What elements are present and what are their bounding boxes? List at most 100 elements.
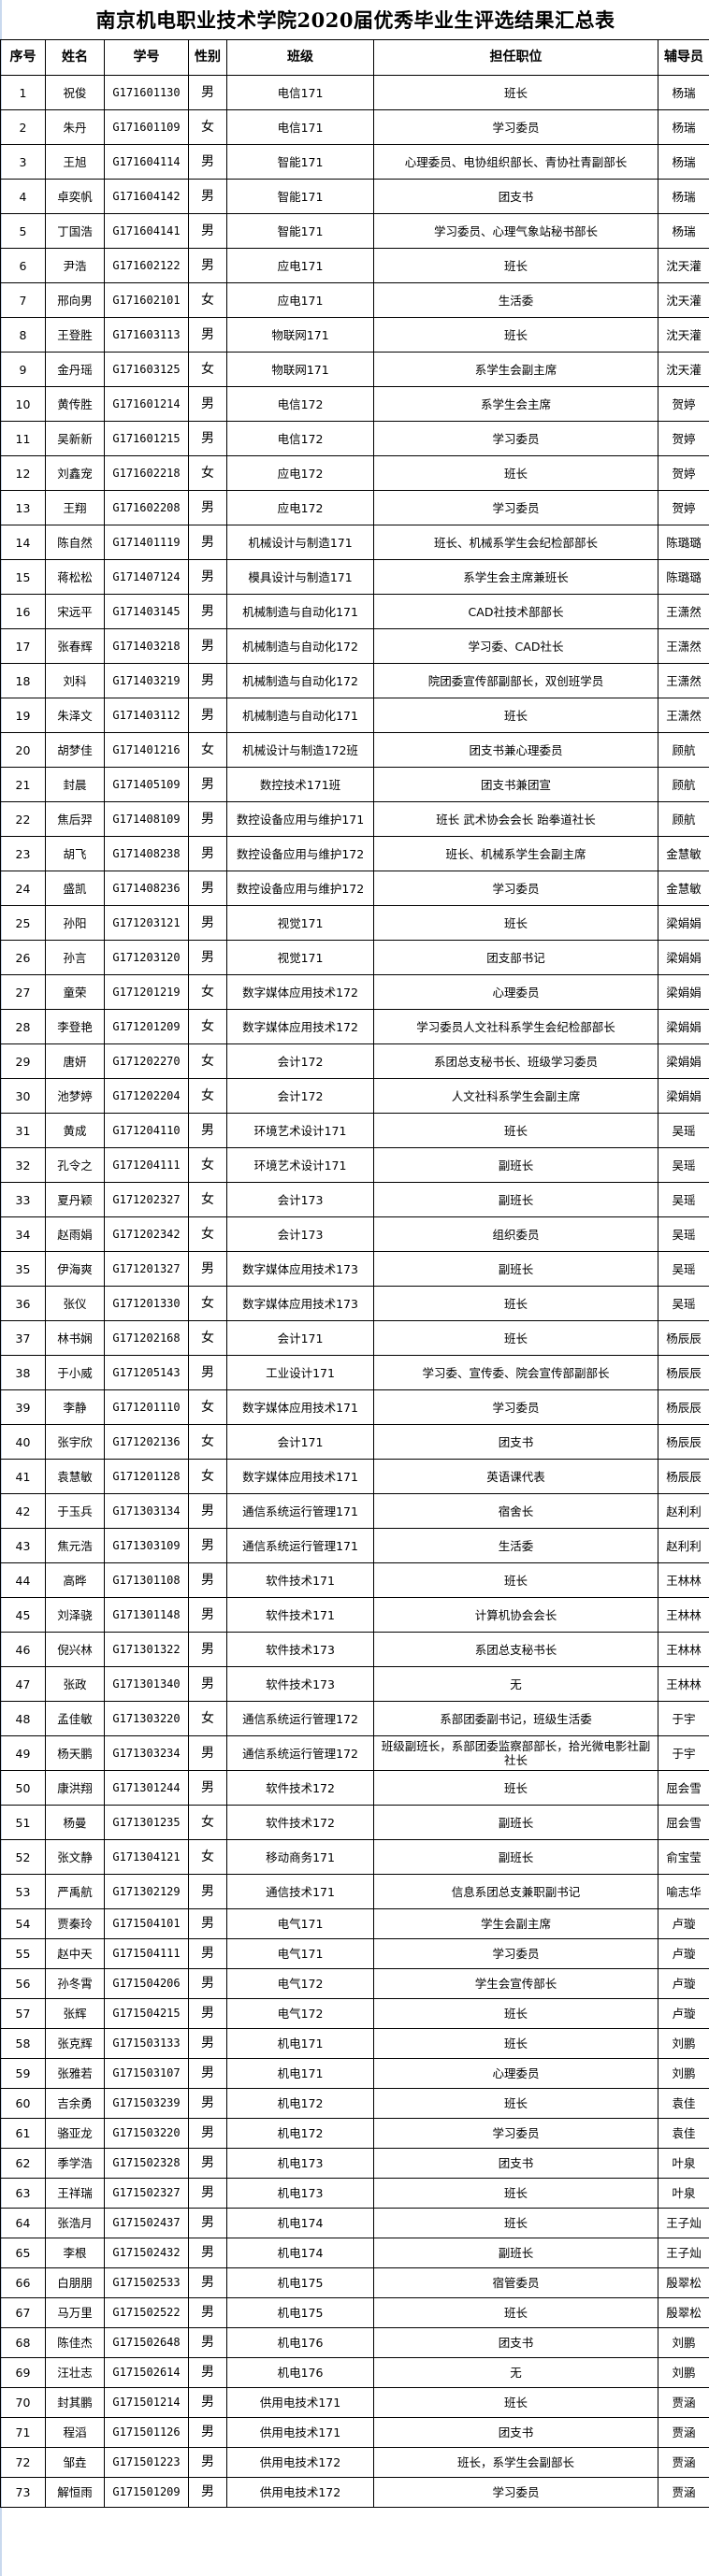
cell-gender: 女 (188, 1009, 227, 1044)
table-row: 41 袁慧敏 G171201128 女数字媒体应用技术171 英语课代表 杨辰辰 (0, 1459, 709, 1494)
table-row: 42 于玉兵 G171303134 男通信系统运行管理171 宿舍长 赵利利 (0, 1493, 709, 1529)
cell-counselor: 叶泉 (658, 2178, 709, 2209)
cell-student-id: G171303109 (104, 1528, 189, 1563)
table-row: 51 杨曼 G171301235 女软件技术172 副班长 屈会雪 (0, 1805, 709, 1840)
cell-gender: 男 (188, 1113, 227, 1148)
cell-gender: 女 (188, 1147, 227, 1183)
cell-class: 机电172 (226, 2088, 374, 2119)
cell-class: 环境艺术设计171 (226, 1147, 374, 1183)
cell-counselor: 顾航 (658, 767, 709, 802)
cell-index: 51 (0, 1805, 46, 1840)
table-row: 37 林书娴 G171202168 女会计171 班长 杨辰辰 (0, 1320, 709, 1356)
cell-class: 机电173 (226, 2178, 374, 2209)
table-row: 19 朱泽文 G171403112 男机械制造与自动化171 班长 王潇然 (0, 698, 709, 733)
cell-counselor: 刘鹏 (658, 2327, 709, 2358)
cell-gender: 女 (188, 1286, 227, 1321)
cell-student-id: G171408236 (104, 871, 189, 906)
cell-gender: 男 (188, 663, 227, 698)
cell-index: 1 (0, 75, 46, 110)
cell-gender: 男 (188, 1938, 227, 1969)
cell-gender: 女 (188, 974, 227, 1010)
table-row: 44 高晔 G171301108 男软件技术171 班长 王林林 (0, 1562, 709, 1598)
cell-name: 袁慧敏 (45, 1459, 105, 1494)
cell-index: 39 (0, 1389, 46, 1425)
cell-class: 环境艺术设计171 (226, 1113, 374, 1148)
cell-name: 宋远平 (45, 594, 105, 629)
cell-gender: 男 (188, 836, 227, 871)
cell-class: 机电175 (226, 2297, 374, 2328)
cell-name: 刘鑫宠 (45, 455, 105, 491)
cell-index: 56 (0, 1968, 46, 1999)
cell-counselor: 王林林 (658, 1666, 709, 1702)
table-row: 31 黄成 G171204110 男环境艺术设计171 班长 吴瑶 (0, 1113, 709, 1148)
cell-gender: 男 (188, 2387, 227, 2418)
cell-index: 28 (0, 1009, 46, 1044)
cell-class: 软件技术171 (226, 1562, 374, 1598)
cell-name: 王翔 (45, 490, 105, 525)
cell-gender: 女 (188, 1078, 227, 1114)
cell-name: 黄传胜 (45, 386, 105, 422)
cell-counselor: 吴瑶 (658, 1286, 709, 1321)
table-row: 8 王登胜 G171603113 男物联网171 班长 沈天灌 (0, 317, 709, 353)
cell-name: 童荣 (45, 974, 105, 1010)
cell-position: 班长 (373, 2208, 658, 2238)
cell-name: 贾秦玲 (45, 1908, 105, 1939)
cell-index: 53 (0, 1874, 46, 1909)
cell-name: 严禹航 (45, 1874, 105, 1909)
cell-gender: 男 (188, 1597, 227, 1633)
table-row: 10 黄传胜 G171601214 男电信172 系学生会主席 贺婷 (0, 386, 709, 422)
cell-position: 班长 (373, 1320, 658, 1356)
cell-name: 孙阳 (45, 905, 105, 941)
cell-student-id: G171301108 (104, 1562, 189, 1598)
cell-gender: 男 (188, 75, 227, 110)
cell-class: 机电172 (226, 2118, 374, 2149)
cell-student-id: G171403219 (104, 663, 189, 698)
table-row: 5 丁国浩 G171604141 男智能171 学习委员、心理气象站秘书部长 杨瑞 (0, 213, 709, 249)
cell-class: 电信171 (226, 75, 374, 110)
cell-class: 供用电技术172 (226, 2447, 374, 2478)
cell-name: 唐妍 (45, 1043, 105, 1079)
header-name: 姓名 (45, 39, 105, 76)
header-position: 担任职位 (373, 39, 658, 76)
cell-index: 33 (0, 1182, 46, 1217)
cell-counselor: 杨瑞 (658, 109, 709, 145)
cell-class: 应电172 (226, 455, 374, 491)
cell-position: 团支书 (373, 1424, 658, 1460)
cell-student-id: G171601109 (104, 109, 189, 145)
cell-name: 丁国浩 (45, 213, 105, 249)
cell-counselor: 杨辰辰 (658, 1424, 709, 1460)
cell-name: 王祥瑞 (45, 2178, 105, 2209)
cell-student-id: G171203120 (104, 940, 189, 975)
cell-name: 盛凯 (45, 871, 105, 906)
cell-student-id: G171202136 (104, 1424, 189, 1460)
cell-position: 班长 (373, 1113, 658, 1148)
cell-gender: 女 (188, 1182, 227, 1217)
cell-student-id: G171301322 (104, 1632, 189, 1667)
cell-index: 71 (0, 2417, 46, 2448)
cell-name: 张辉 (45, 1998, 105, 2029)
cell-class: 智能171 (226, 213, 374, 249)
cell-counselor: 于宇 (658, 1735, 709, 1771)
cell-class: 数字媒体应用技术171 (226, 1459, 374, 1494)
cell-class: 会计171 (226, 1320, 374, 1356)
cell-gender: 男 (188, 386, 227, 422)
cell-index: 27 (0, 974, 46, 1010)
cell-counselor: 卢璇 (658, 1938, 709, 1969)
cell-name: 于小威 (45, 1355, 105, 1390)
cell-position: 团支书 (373, 179, 658, 214)
cell-index: 36 (0, 1286, 46, 1321)
cell-counselor: 刘鹏 (658, 2028, 709, 2059)
page-title: 南京机电职业技术学院2020届优秀毕业生评选结果汇总表 (95, 8, 615, 32)
cell-class: 通信技术171 (226, 1874, 374, 1909)
cell-name: 焦元浩 (45, 1528, 105, 1563)
cell-position: 班长 (373, 1562, 658, 1598)
cell-position: 无 (373, 2357, 658, 2388)
cell-student-id: G171604142 (104, 179, 189, 214)
cell-name: 张政 (45, 1666, 105, 1702)
cell-class: 软件技术172 (226, 1805, 374, 1840)
cell-name: 赵中天 (45, 1938, 105, 1969)
cell-gender: 男 (188, 1666, 227, 1702)
cell-student-id: G171604141 (104, 213, 189, 249)
cell-index: 3 (0, 144, 46, 180)
cell-name: 张宇欣 (45, 1424, 105, 1460)
